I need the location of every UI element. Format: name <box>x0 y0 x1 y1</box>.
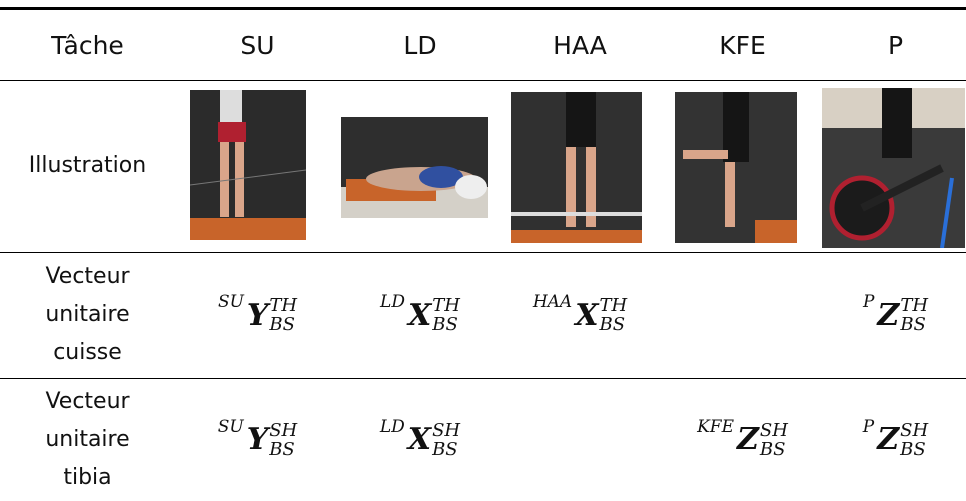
vector-cell: LD X SH BS <box>340 378 500 501</box>
column-header: P <box>887 30 904 60</box>
photo-ld <box>341 117 488 218</box>
vector-cell: P Z TH BS <box>825 252 966 378</box>
frame-superscript: P <box>862 292 875 312</box>
photo-kfe <box>675 92 797 243</box>
column-header: KFE <box>719 30 766 60</box>
vector-symbol: P Z SH BS <box>863 417 928 459</box>
index-stack: TH BS <box>269 296 297 334</box>
index-stack: TH BS <box>432 296 460 334</box>
vector-symbol: SU Y SH BS <box>218 417 297 459</box>
vector-axis: X <box>407 422 432 457</box>
vector-axis: Y <box>246 422 269 457</box>
frame-subscript: BS <box>269 314 295 335</box>
vector-cell: SU Y TH BS <box>175 252 340 378</box>
row-label-line: unitaire <box>45 426 130 452</box>
top-rule <box>0 7 966 10</box>
frame-subscript: BS <box>900 438 926 460</box>
frame-superscript: HAA <box>532 292 573 312</box>
row-label-line: Illustration <box>28 153 147 178</box>
vector-axis: Z <box>877 422 900 457</box>
frame-superscript: SU <box>217 292 244 312</box>
frame-subscript: BS <box>900 314 926 335</box>
row-label-line: Vecteur <box>45 388 130 414</box>
row-label: Vecteur unitaire tibia <box>0 378 175 501</box>
row-rule <box>0 252 966 253</box>
segment-superscript: TH <box>432 295 460 316</box>
segment-superscript: TH <box>269 295 298 316</box>
photo-p <box>822 88 965 248</box>
row-label-line: cuisse <box>53 340 122 365</box>
vector-symbol: KFE Z SH BS <box>697 417 788 459</box>
index-stack: SH BS <box>760 421 788 459</box>
index-stack: SH BS <box>432 421 460 459</box>
vector-axis: Z <box>736 422 759 457</box>
frame-subscript: BS <box>269 438 295 460</box>
segment-superscript: SH <box>759 419 788 441</box>
column-header: Tâche <box>51 30 124 60</box>
index-stack: SH BS <box>269 421 297 459</box>
vector-symbol: SU Y TH BS <box>218 292 297 334</box>
index-stack: SH BS <box>900 421 928 459</box>
column-header: LD <box>403 30 437 60</box>
vector-cell: SU Y SH BS <box>175 378 340 501</box>
vector-symbol: P Z TH BS <box>863 292 928 334</box>
segment-superscript: TH <box>599 295 628 316</box>
vector-cell: P Z SH BS <box>825 378 966 501</box>
row-rule <box>0 378 966 379</box>
row-label-line: unitaire <box>45 302 130 327</box>
row-label-line: tibia <box>63 464 112 490</box>
vector-symbol: LD X SH BS <box>380 417 460 459</box>
column-header: HAA <box>553 30 607 60</box>
vector-cell: LD X TH BS <box>340 252 500 378</box>
vector-symbol: HAA X TH BS <box>533 292 627 334</box>
segment-superscript: SH <box>900 419 929 441</box>
frame-superscript: LD <box>380 292 405 312</box>
segment-superscript: SH <box>432 419 461 441</box>
index-stack: TH BS <box>900 296 928 334</box>
frame-subscript: BS <box>759 438 786 460</box>
frame-subscript: BS <box>432 438 458 460</box>
photo-su <box>190 90 306 240</box>
vector-axis: Y <box>246 297 269 333</box>
frame-subscript: BS <box>432 314 458 335</box>
frame-superscript: KFE <box>697 416 734 437</box>
row-rule <box>0 80 966 81</box>
row-label-line: Vecteur <box>45 264 130 289</box>
frame-superscript: LD <box>379 416 405 437</box>
photo-haa <box>511 92 642 243</box>
vector-axis: Z <box>877 297 900 333</box>
vector-symbol: LD X TH BS <box>380 292 460 334</box>
row-label: Illustration <box>0 80 175 252</box>
frame-subscript: BS <box>599 314 626 335</box>
column-header: SU <box>240 30 275 60</box>
vector-axis: X <box>407 297 432 333</box>
vector-cell: KFE Z SH BS <box>660 378 825 501</box>
segment-superscript: TH <box>900 295 929 316</box>
index-stack: TH BS <box>599 296 627 334</box>
row-label: Vecteur unitaire cuisse <box>0 252 175 378</box>
frame-superscript: P <box>862 416 875 437</box>
vector-axis: X <box>575 297 599 333</box>
vector-cell: HAA X TH BS <box>500 252 660 378</box>
segment-superscript: SH <box>269 419 298 441</box>
frame-superscript: SU <box>217 416 244 437</box>
